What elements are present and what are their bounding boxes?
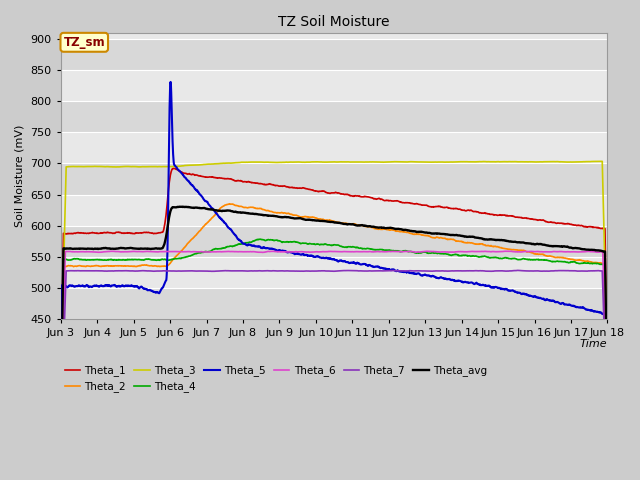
Bar [61,101,607,132]
Bar [61,132,607,163]
Text: Time: Time [580,339,607,349]
Bar [61,70,607,101]
Bar [61,288,607,319]
Text: TZ_sm: TZ_sm [63,36,105,49]
Legend: Theta_1, Theta_2, Theta_3, Theta_4, Theta_5, Theta_6, Theta_7, Theta_avg: Theta_1, Theta_2, Theta_3, Theta_4, Thet… [60,361,492,396]
Bar [61,226,607,257]
Bar [61,163,607,194]
Bar [61,257,607,288]
Y-axis label: Soil Moisture (mV): Soil Moisture (mV) [15,125,25,227]
Title: TZ Soil Moisture: TZ Soil Moisture [278,15,390,29]
Bar [61,39,607,70]
Bar [61,194,607,226]
